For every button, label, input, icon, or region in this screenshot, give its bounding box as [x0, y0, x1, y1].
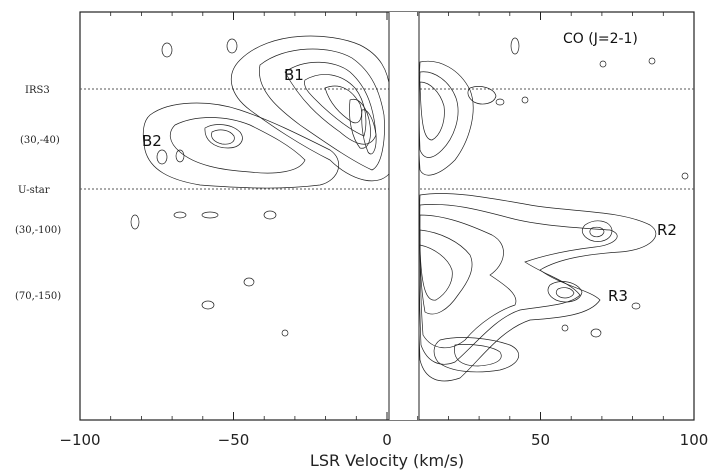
annotation-b2: B2 [142, 132, 162, 150]
row-label-30-100: (30,-100) [15, 225, 61, 236]
x-tick-label-3: 50 [531, 431, 550, 449]
x-tick-label-1: −50 [218, 431, 250, 449]
x-axis: −100 −50 0 50 100 [59, 12, 708, 449]
x-tick-label-2: 0 [382, 431, 392, 449]
chart-title: CO (J=2-1) [563, 31, 638, 47]
annotation-r3: R3 [608, 287, 628, 305]
contour-group [130, 35, 689, 382]
row-label-u-star: U-star [18, 185, 50, 196]
annotation-b1: B1 [284, 66, 304, 84]
x-axis-title: LSR Velocity (km/s) [310, 451, 464, 470]
row-label-30-40: (30,-40) [20, 135, 60, 146]
row-labels: IRS3 (30,-40) U-star (30,-100) (70,-150) [15, 85, 61, 302]
row-label-70-150: (70,-150) [15, 291, 61, 302]
plot-frame [79, 11, 695, 421]
blanked-velocity-band [389, 12, 419, 420]
row-label-irs3: IRS3 [25, 85, 50, 96]
annotation-r2: R2 [657, 221, 677, 239]
x-tick-label-0: −100 [59, 431, 100, 449]
x-tick-label-4: 100 [680, 431, 709, 449]
